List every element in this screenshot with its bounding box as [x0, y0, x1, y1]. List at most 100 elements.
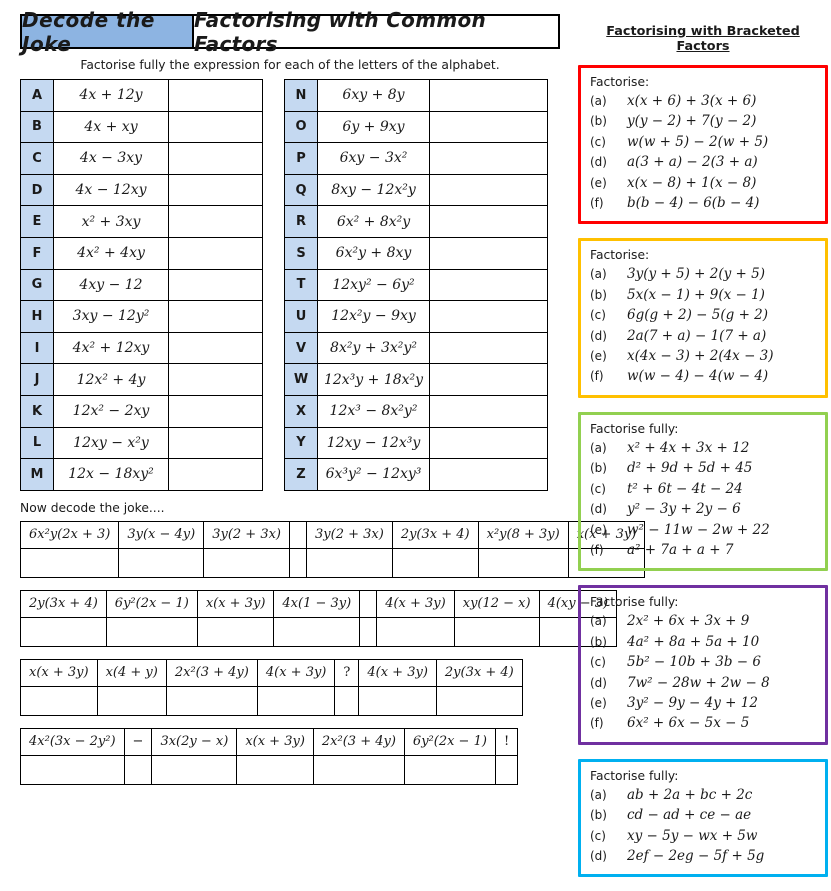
decode-tables: 6x²y(2x + 3) 3y(x − 4y) 3y(2 + 3x) 3y(2 + 3…	[19, 520, 646, 785]
answer-cell	[429, 458, 548, 491]
alphabet-table-right: N 6xy + 8y O 6y + 9xy P 6xy − 3x² Q 8xy − 12x²y…	[284, 79, 548, 491]
answer-cell	[538, 616, 618, 647]
decode-expression-cell: xy(12 − x)	[453, 589, 540, 618]
expression-cell: 12x³y + 18x²y	[317, 363, 430, 396]
answer-cell	[168, 300, 263, 333]
item-expression: a(3 + a) − 2(3 + a)	[627, 154, 758, 171]
answer-cell	[20, 685, 98, 716]
alphabet-row: Y 12xy − 12x³y	[284, 426, 548, 460]
exercise-item: (a) x(x + 6) + 3(x + 6)	[590, 91, 816, 111]
decode-expression-cell: 2y(3x + 4)	[391, 520, 479, 549]
item-expression: x(x + 6) + 3(x + 6)	[627, 93, 757, 109]
answer-cell	[359, 616, 378, 647]
letter-cell: X	[284, 394, 318, 428]
item-label: (c)	[590, 134, 606, 149]
letter-cell: H	[20, 300, 54, 333]
letter-cell: A	[20, 79, 54, 112]
answer-cell	[453, 616, 540, 647]
answer-cell	[96, 685, 167, 716]
item-label: (c)	[590, 655, 606, 670]
item-label: (a)	[590, 267, 607, 282]
exercise-item: (f) w(w − 4) − 4(w − 4)	[590, 366, 816, 386]
exercise-item: (c) w(w + 5) − 2(w + 5)	[590, 132, 816, 152]
item-label: (f)	[590, 369, 604, 384]
expression-cell: 8xy − 12x²y	[317, 173, 430, 207]
answer-cell	[273, 616, 361, 647]
item-label: (d)	[590, 675, 607, 690]
letter-cell: G	[20, 268, 54, 302]
letter-cell: N	[284, 79, 318, 112]
answer-cell	[168, 363, 263, 396]
exercise-item: (c) t² + 6t − 4t − 24	[590, 479, 816, 499]
letter-cell: D	[20, 173, 54, 207]
answer-cell	[403, 754, 496, 785]
alphabet-row: K 12x² − 2xy	[20, 394, 263, 428]
expression-cell: 6x³y² − 12xy³	[317, 458, 430, 491]
letter-cell: I	[20, 331, 54, 365]
decode-expression-cell: 6x²y(2x + 3)	[19, 520, 120, 549]
item-label: (c)	[590, 308, 606, 323]
decode-expression-cell: x(x + 3y)	[20, 658, 98, 687]
item-label: (f)	[590, 716, 604, 731]
answer-cell	[429, 394, 548, 428]
answer-cell	[429, 331, 548, 365]
alphabet-row: C 4x − 3xy	[20, 142, 263, 175]
decode-expression-cell: 2x²(3 + 4y)	[165, 658, 258, 687]
item-expression: y² − 3y + 2y − 6	[627, 501, 741, 518]
item-expression: 3y(y + 5) + 2(y + 5)	[627, 266, 765, 283]
worksheet-titlebar: Decode the Joke Factorising with Common …	[20, 8, 560, 56]
letter-cell: J	[20, 363, 54, 396]
item-expression: 6x² + 6x − 5x − 5	[627, 715, 750, 732]
item-expression: 2a(7 + a) − 1(7 + a)	[627, 327, 767, 344]
decode-expression-cell: 3y(2 + 3x)	[306, 520, 393, 549]
letter-cell: W	[284, 363, 318, 396]
decode-answer-row	[20, 754, 519, 785]
letter-cell: Z	[284, 458, 318, 491]
item-expression: 7w² − 28w + 2w − 8	[627, 674, 770, 691]
decode-joke-label: Now decode the joke....	[20, 500, 165, 515]
decode-answer-row	[20, 685, 523, 716]
letter-cell: R	[284, 205, 318, 238]
decode-table: x(x + 3y) x(4 + y) 2x²(3 + 4y) 4(x + 3y)? 4(…	[20, 658, 523, 716]
answer-cell	[429, 142, 548, 175]
expression-cell: 4x² + 4xy	[53, 236, 169, 270]
decode-expression-cell: 4(x + 3y)	[376, 589, 455, 618]
box-heading: Factorise:	[590, 248, 650, 263]
decode-expression-cell: 2y(3x + 4)	[20, 589, 107, 618]
item-label: (b)	[590, 808, 607, 823]
answer-cell	[429, 79, 548, 112]
decode-expression-cell: 6y²(2x − 1)	[105, 589, 198, 618]
exercise-box-orange: Factorise: (a) 3y(y + 5) + 2(y + 5) (b) 5x(x…	[578, 238, 828, 398]
decode-expression-row: 4x²(3x − 2y²) −3x(2y − x) x(x + 3y) 2x²(3 +…	[20, 727, 519, 756]
item-expression: 2x² + 6x + 3x + 9	[627, 613, 750, 630]
expression-cell: 12xy − 12x³y	[317, 426, 430, 460]
box-heading: Factorise:	[590, 75, 650, 89]
alphabet-row: F 4x² + 4xy	[20, 236, 263, 270]
answer-cell	[376, 616, 455, 647]
expression-cell: 12x² − 2xy	[53, 394, 169, 428]
item-label: (e)	[590, 522, 607, 537]
letter-cell: B	[20, 110, 54, 144]
decode-expression-row: x(x + 3y) x(4 + y) 2x²(3 + 4y) 4(x + 3y)? 4(…	[20, 658, 523, 687]
decode-expression-cell: 3x(2y − x)	[151, 727, 238, 756]
sidebar-title: Factorising with Bracketed Factors	[606, 24, 800, 54]
item-expression: cd − ad + ce − ae	[627, 807, 752, 824]
expression-cell: 4x + 12y	[53, 79, 169, 112]
decode-expression-cell: x²y(8 + 3y)	[477, 520, 569, 549]
answer-cell	[165, 685, 258, 716]
item-expression: 5b² − 10b + 3b − 6	[627, 654, 761, 671]
item-label: (d)	[590, 155, 607, 170]
item-expression: w(w + 5) − 2(w + 5)	[627, 133, 769, 150]
expression-cell: 12x²y − 9xy	[317, 300, 430, 333]
page-title: Factorising with Common Factors	[194, 8, 560, 56]
alphabet-row: D 4x − 12xy	[20, 173, 263, 207]
exercise-item: (d) a(3 + a) − 2(3 + a)	[590, 152, 816, 172]
alphabet-row: A 4x + 12y	[20, 79, 263, 112]
answer-cell	[123, 754, 153, 785]
expression-cell: 4xy − 12	[53, 268, 169, 302]
letter-cell: M	[20, 458, 54, 491]
letter-cell: S	[284, 236, 318, 270]
answer-cell	[20, 616, 107, 647]
